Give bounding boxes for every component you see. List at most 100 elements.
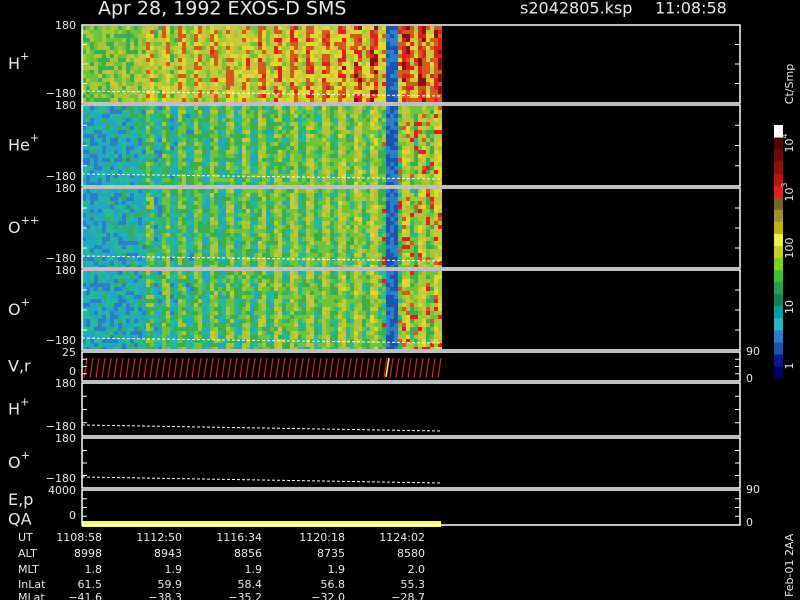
spectrogram-cell bbox=[218, 142, 222, 146]
spectrogram-cell bbox=[182, 122, 186, 126]
spectrogram-cell bbox=[166, 249, 170, 253]
spectrogram-cell bbox=[310, 166, 314, 170]
spectrogram-cell bbox=[394, 138, 398, 142]
spectrogram-cell bbox=[362, 46, 366, 50]
spectrogram-cell bbox=[314, 154, 318, 158]
spectrogram-cell bbox=[94, 146, 98, 150]
spectrogram-cell bbox=[362, 213, 366, 217]
spectrogram-cell bbox=[330, 189, 334, 193]
spectrogram-cell bbox=[190, 62, 194, 66]
spectrogram-cell bbox=[198, 253, 202, 257]
spectrogram-cell bbox=[230, 261, 234, 265]
file-name: s2042805.ksp bbox=[520, 0, 632, 18]
spectrogram-cell bbox=[138, 201, 142, 205]
spectrogram-cell bbox=[210, 150, 214, 154]
spectrogram-cell bbox=[274, 170, 278, 174]
spectrogram-cell bbox=[254, 146, 258, 150]
spectrogram-cell bbox=[150, 130, 154, 134]
spectrogram-cell bbox=[322, 54, 326, 58]
spectrogram-cell bbox=[130, 225, 134, 229]
spectrogram-cell bbox=[222, 118, 226, 122]
spectrogram-cell bbox=[274, 189, 278, 193]
spectrogram-cell bbox=[102, 30, 106, 34]
spectrogram-cell bbox=[318, 146, 322, 150]
spectrogram-cell bbox=[338, 114, 342, 118]
spectrogram-cell bbox=[294, 74, 298, 78]
spectrogram-cell bbox=[250, 98, 254, 102]
spectrogram-cell bbox=[402, 90, 406, 94]
spectrogram-cell bbox=[326, 237, 330, 241]
spectrogram-cell bbox=[182, 70, 186, 74]
spectrogram-cell bbox=[354, 261, 358, 265]
spectrogram-cell bbox=[326, 70, 330, 74]
spectrogram-cell bbox=[82, 154, 86, 158]
spectrogram-cell bbox=[202, 146, 206, 150]
spectrogram-cell bbox=[398, 94, 402, 98]
spectrogram-cell bbox=[390, 70, 394, 74]
spectrogram-cell bbox=[370, 82, 374, 86]
spectrogram-cell bbox=[194, 134, 198, 138]
spectrogram-cell bbox=[382, 26, 386, 30]
spectrogram-cell bbox=[162, 261, 166, 265]
spectrogram-cell bbox=[166, 130, 170, 134]
spectrogram-cell bbox=[102, 265, 106, 267]
spectrogram-cell bbox=[142, 42, 146, 46]
spectrogram-cell bbox=[354, 213, 358, 217]
spectrogram-cell bbox=[174, 178, 178, 182]
spectrogram-cell bbox=[382, 130, 386, 134]
spectrogram-cell bbox=[266, 146, 270, 150]
spectrogram-cell bbox=[334, 182, 338, 185]
spectrogram-cell bbox=[178, 66, 182, 70]
spectrogram-cell bbox=[330, 150, 334, 154]
spectrogram-cell bbox=[270, 98, 274, 102]
spectrogram-cell bbox=[342, 94, 346, 98]
spectrogram-cell bbox=[146, 170, 150, 174]
spectrogram-cell bbox=[254, 126, 258, 130]
spectrogram-cell bbox=[234, 58, 238, 62]
spectrogram-cell bbox=[94, 98, 98, 102]
spectrogram-cell bbox=[294, 62, 298, 66]
spectrogram-cell bbox=[330, 201, 334, 205]
spectrogram-cell bbox=[198, 257, 202, 261]
spectrogram-cell bbox=[214, 201, 218, 205]
spectrogram-cell bbox=[286, 205, 290, 209]
spectrogram-cell bbox=[350, 241, 354, 245]
spectrogram-cell bbox=[386, 70, 390, 74]
spectrogram-cell bbox=[242, 126, 246, 130]
spectrogram-cell bbox=[146, 221, 150, 225]
spectrogram-cell bbox=[86, 118, 90, 122]
spectrogram-cell bbox=[178, 261, 182, 265]
spectrogram-cell bbox=[118, 74, 122, 78]
spectrogram-cell bbox=[326, 217, 330, 221]
spectrogram-cell bbox=[126, 261, 130, 265]
spectrogram-cell bbox=[342, 122, 346, 126]
spectrogram-cell bbox=[402, 82, 406, 86]
spectrogram-cell bbox=[398, 66, 402, 70]
spectrogram-cell bbox=[434, 174, 438, 178]
spectrogram-cell bbox=[170, 42, 174, 46]
spectrogram-cell bbox=[314, 245, 318, 249]
spectrogram-cell bbox=[122, 178, 126, 182]
spectrogram-cell bbox=[310, 261, 314, 265]
spectrogram-cell bbox=[186, 110, 190, 114]
spectrogram-cell bbox=[170, 34, 174, 38]
spectrogram-cell bbox=[398, 158, 402, 162]
spectrogram-cell bbox=[430, 166, 434, 170]
spectrogram-cell bbox=[82, 126, 86, 130]
spectrogram-cell bbox=[294, 182, 298, 185]
spectrogram-cell bbox=[134, 106, 138, 110]
spectrogram-cell bbox=[406, 66, 410, 70]
spectrogram-cell bbox=[190, 253, 194, 257]
spectrogram-cell bbox=[178, 150, 182, 154]
spectrogram-cell bbox=[254, 82, 258, 86]
spectrogram-cell bbox=[134, 42, 138, 46]
spectrogram-cell bbox=[354, 94, 358, 98]
spectrogram-cell bbox=[182, 98, 186, 102]
spectrogram-cell bbox=[290, 134, 294, 138]
spectrogram-cell bbox=[158, 170, 162, 174]
spectrogram-cell bbox=[130, 162, 134, 166]
spectrogram-cell bbox=[114, 34, 118, 38]
spectrogram-cell bbox=[290, 150, 294, 154]
spectrogram-cell bbox=[434, 30, 438, 34]
spectrogram-cell bbox=[370, 30, 374, 34]
